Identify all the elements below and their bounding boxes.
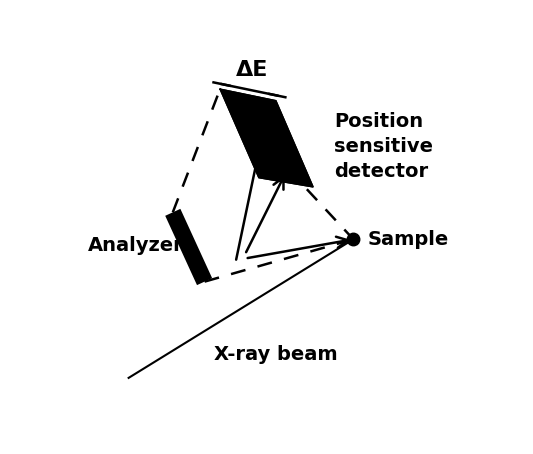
Text: X-ray beam: X-ray beam [214, 345, 338, 364]
Text: Sample: Sample [367, 230, 449, 249]
Polygon shape [220, 89, 313, 187]
Text: Analyzer: Analyzer [88, 236, 184, 255]
Text: ΔE: ΔE [236, 59, 269, 79]
Text: Position
sensitive
detector: Position sensitive detector [334, 113, 433, 182]
